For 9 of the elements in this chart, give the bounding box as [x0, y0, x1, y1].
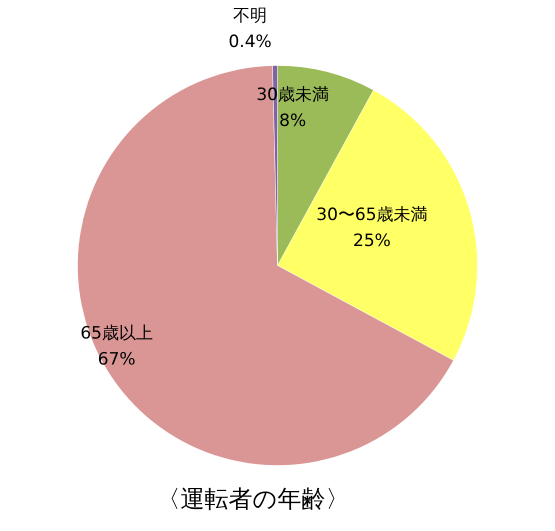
data-label: 8%: [279, 110, 306, 131]
data-label: 0.4%: [228, 32, 272, 52]
slice-label: 65歳以上: [80, 324, 153, 344]
slice-label: 30〜65歳未満: [316, 204, 428, 225]
data-label: 25%: [353, 230, 391, 251]
slice-label: 不明: [233, 6, 268, 26]
text: 〈運転者の年齢〉: [156, 485, 350, 513]
data-label: 67%: [98, 350, 136, 370]
slice-label: 30歳未満: [256, 84, 329, 105]
